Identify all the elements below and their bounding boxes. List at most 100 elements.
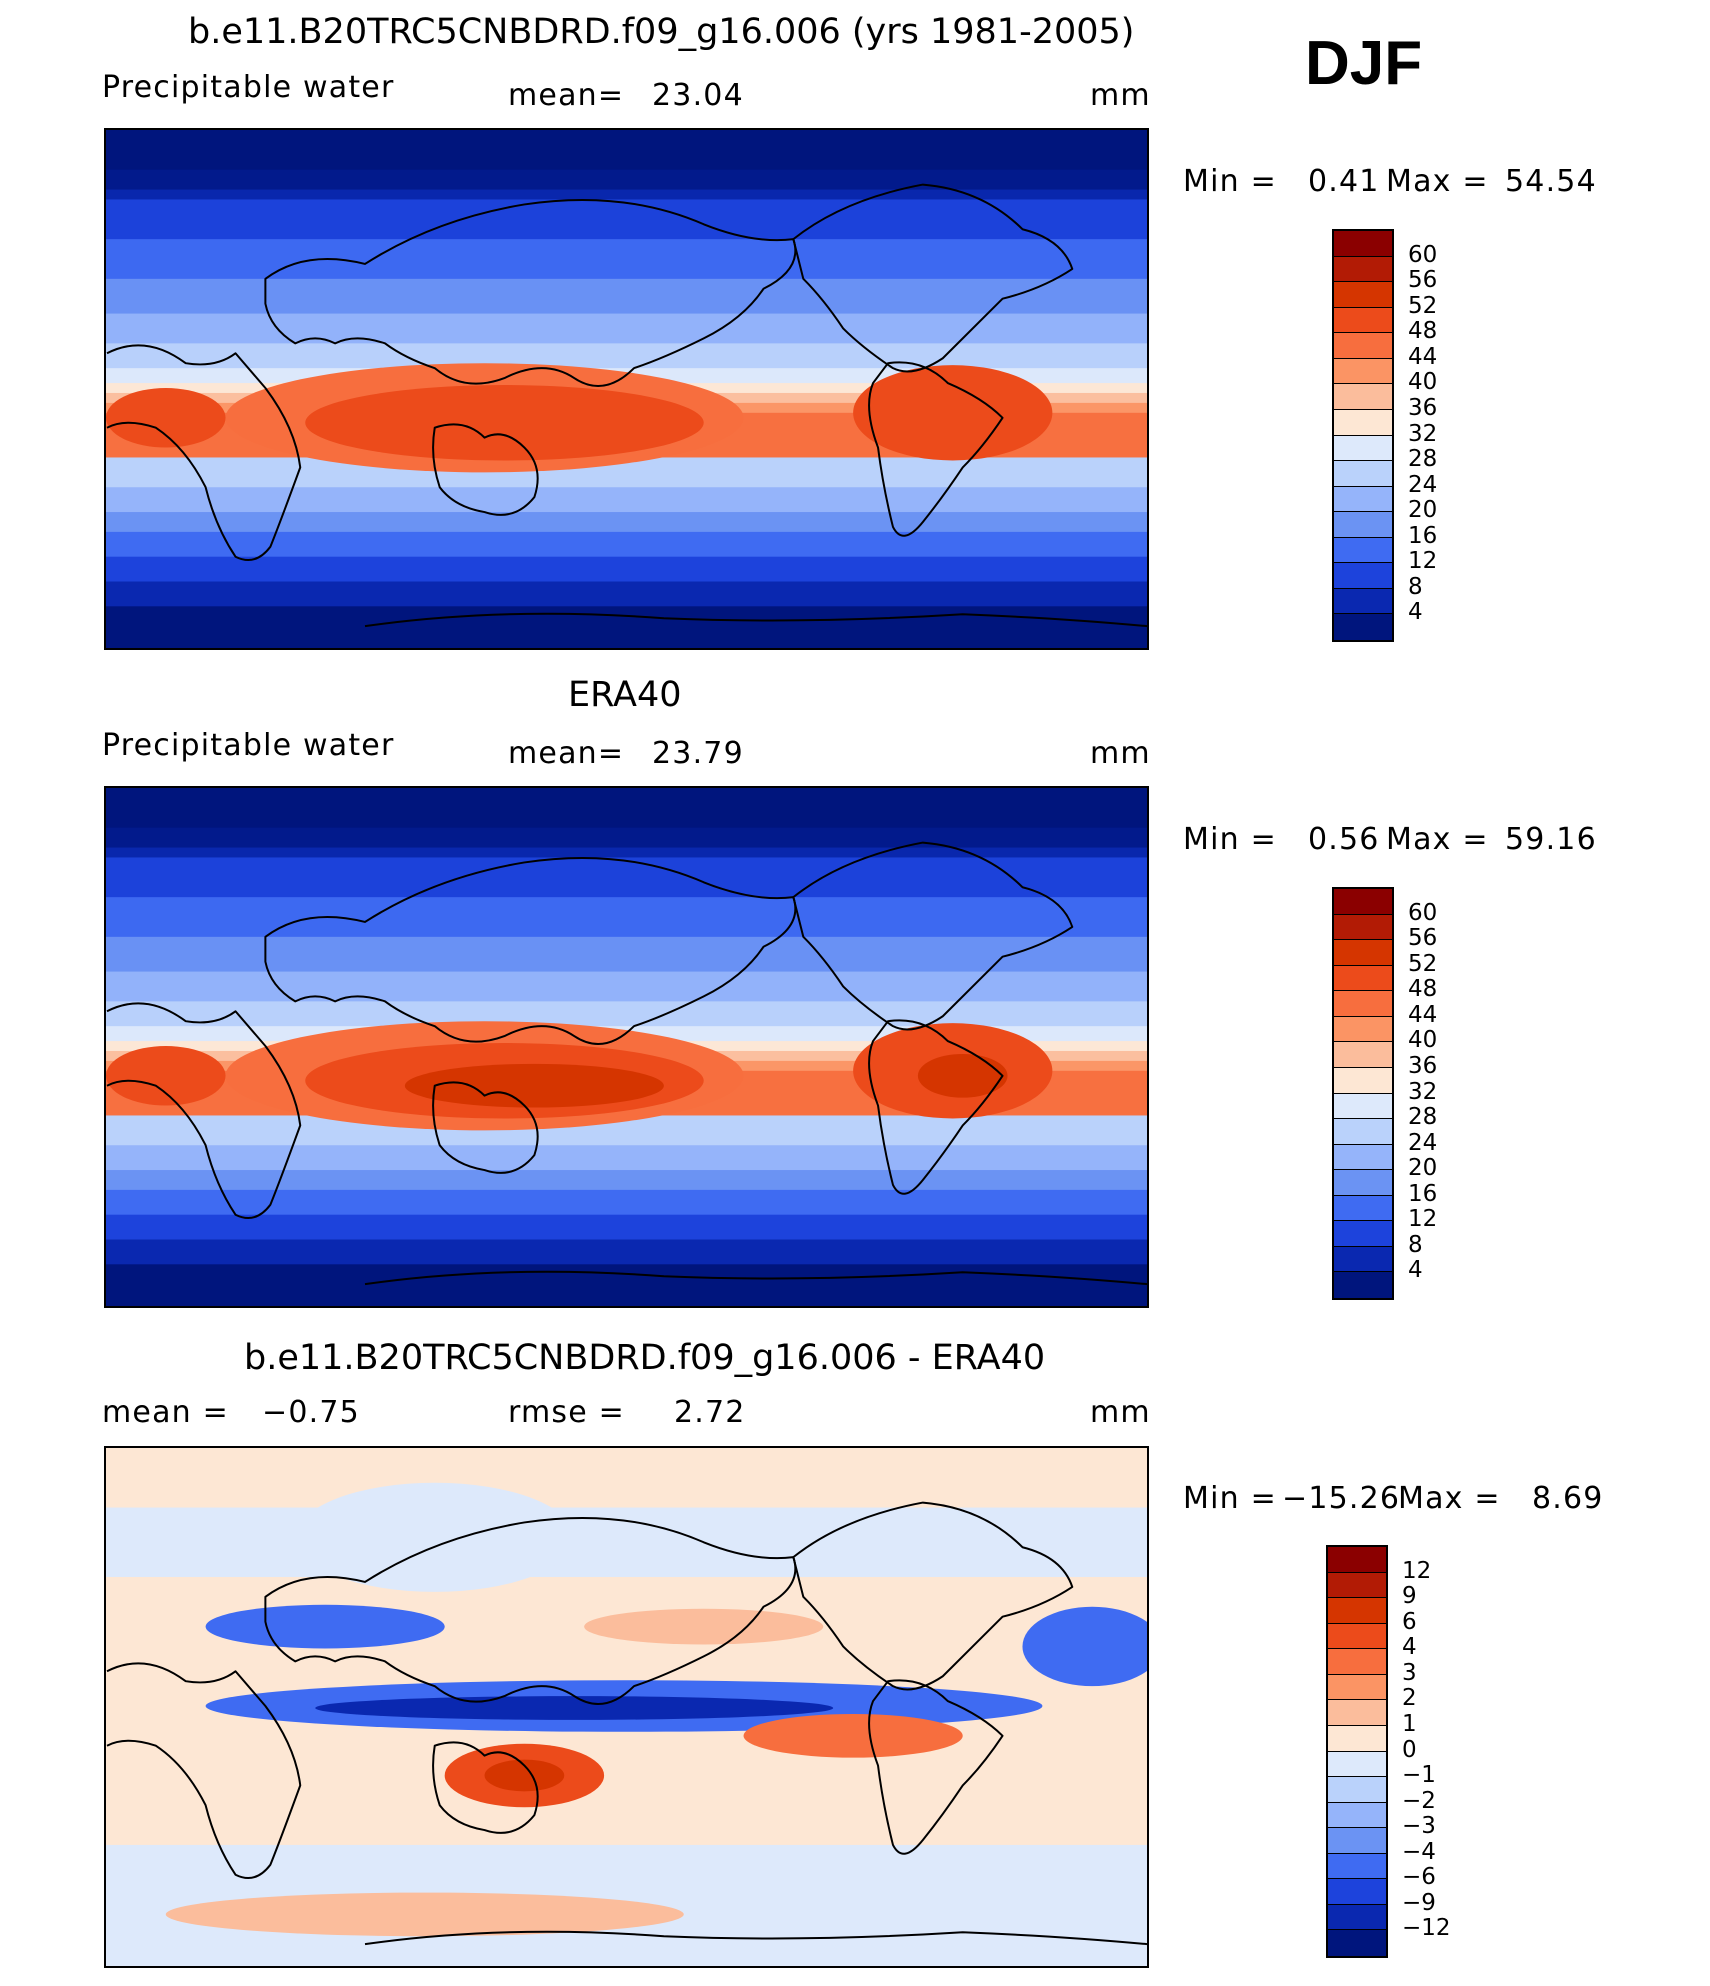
colorbar-tick-label: −2 <box>1402 1787 1436 1814</box>
colorbar-tick-label: 60 <box>1408 241 1438 268</box>
colorbar-swatch <box>1334 1042 1392 1068</box>
colorbar-swatch <box>1334 588 1392 615</box>
colorbar-swatch <box>1334 889 1392 915</box>
colorbar-swatch <box>1334 914 1392 941</box>
colorbar-tick-label: 3 <box>1402 1659 1417 1686</box>
colorbar-swatch <box>1334 965 1392 992</box>
colorbar-swatch <box>1328 1700 1386 1726</box>
panel-1-min-label: Min = <box>1183 164 1277 199</box>
panel-1-variable: Precipitable water <box>102 70 395 105</box>
colorbar-tick-label: 36 <box>1408 394 1438 421</box>
panel-2-mean-value: 23.79 <box>652 736 744 771</box>
colorbar-swatch <box>1334 409 1392 436</box>
panel-2-max-value: 59.16 <box>1505 822 1597 857</box>
colorbar-tick-label: 16 <box>1408 1180 1438 1207</box>
colorbar-swatch <box>1334 307 1392 334</box>
panel-3-map <box>104 1446 1149 1968</box>
colorbar-tick-label: 56 <box>1408 925 1438 952</box>
colorbar-swatch <box>1328 1547 1386 1573</box>
panel-2-variable: Precipitable water <box>102 728 395 763</box>
colorbar-tick-label: 9 <box>1402 1583 1417 1610</box>
colorbar-tick-label: 32 <box>1408 1078 1438 1105</box>
colorbar-tick-label: −3 <box>1402 1813 1436 1840</box>
colorbar-tick-label: 48 <box>1408 318 1438 345</box>
colorbar-tick-label: 6 <box>1402 1608 1417 1635</box>
colorbar-swatch <box>1334 256 1392 283</box>
panel-2-map <box>104 786 1149 1308</box>
colorbar-swatch <box>1328 1598 1386 1624</box>
colorbar-tick-label: 4 <box>1402 1634 1417 1661</box>
colorbar-swatch <box>1334 486 1392 513</box>
colorbar-tick-label: 2 <box>1402 1685 1417 1712</box>
colorbar-swatch <box>1328 1674 1386 1701</box>
colorbar-tick-label: 4 <box>1408 1257 1423 1284</box>
colorbar-tick-label: 40 <box>1408 1027 1438 1054</box>
panel-2-max-label: Max = <box>1386 822 1489 857</box>
colorbar-tick-label: 4 <box>1408 599 1423 626</box>
colorbar-swatch <box>1334 461 1392 487</box>
colorbar-swatch <box>1328 1623 1386 1650</box>
colorbar-tick-label: 52 <box>1408 292 1438 319</box>
colorbar-tick-label: 8 <box>1408 1231 1423 1258</box>
colorbar-tick-label: 16 <box>1408 522 1438 549</box>
season-label: DJF <box>1305 29 1423 98</box>
panel-3-title: b.e11.B20TRC5CNBDRD.f09_g16.006 - ERA40 <box>244 1338 1046 1378</box>
colorbar-swatch <box>1334 435 1392 462</box>
colorbar-swatch <box>1328 1853 1386 1880</box>
colorbar-tick-label: 52 <box>1408 950 1438 977</box>
colorbar-tick-label: −12 <box>1402 1915 1451 1942</box>
colorbar-tick-label: 24 <box>1408 1129 1438 1156</box>
colorbar-tick-label: 12 <box>1408 548 1438 575</box>
colorbar-tick-label: 12 <box>1402 1557 1432 1584</box>
colorbar-tick-label: −6 <box>1402 1864 1436 1891</box>
colorbar-swatch <box>1334 1221 1392 1247</box>
panel-3-max-label: Max = <box>1398 1481 1501 1516</box>
panel-1-map <box>104 128 1149 650</box>
colorbar-swatch <box>1334 1144 1392 1171</box>
colorbar-tick-label: −4 <box>1402 1838 1436 1865</box>
colorbar-tick-label: 44 <box>1408 343 1438 370</box>
colorbar-tick-label: 20 <box>1408 1155 1438 1182</box>
panel-2-min-label: Min = <box>1183 822 1277 857</box>
colorbar-swatch <box>1334 282 1392 308</box>
panel-1-units: mm <box>1090 78 1151 113</box>
colorbar-swatch <box>1334 1195 1392 1222</box>
panel-2-mean-label: mean= <box>508 736 625 771</box>
colorbar-swatch <box>1328 1572 1386 1599</box>
colorbar-tick-label: 40 <box>1408 369 1438 396</box>
colorbar-swatch <box>1328 1777 1386 1803</box>
colorbar-tick-label: 24 <box>1408 471 1438 498</box>
panel-1-min-value: 0.41 <box>1308 164 1380 199</box>
colorbar-swatch <box>1334 563 1392 589</box>
colorbar-tick-label: 36 <box>1408 1052 1438 1079</box>
colorbar-swatch <box>1334 1170 1392 1196</box>
panel-3-mean-label: mean = <box>102 1395 229 1430</box>
colorbar-swatch <box>1334 1093 1392 1120</box>
panel-1-mean-value: 23.04 <box>652 78 744 113</box>
colorbar-tick-label: 20 <box>1408 497 1438 524</box>
colorbar-swatch <box>1334 333 1392 359</box>
colorbar-swatch <box>1328 1802 1386 1829</box>
panel-2-min-value: 0.56 <box>1308 822 1380 857</box>
colorbar-tick-label: 0 <box>1402 1736 1417 1763</box>
colorbar-swatch <box>1328 1904 1386 1931</box>
colorbar-swatch <box>1334 1119 1392 1145</box>
colorbar-swatch <box>1334 614 1392 640</box>
colorbar-tick-label: 8 <box>1408 573 1423 600</box>
panel-1-max-value: 54.54 <box>1505 164 1597 199</box>
panel-1-colorbar <box>1332 229 1394 642</box>
colorbar-tick-label: 60 <box>1408 899 1438 926</box>
panel-3-min-label: Min = <box>1183 1481 1277 1516</box>
panel-1-mean-label: mean= <box>508 78 625 113</box>
colorbar-swatch <box>1334 940 1392 966</box>
colorbar-tick-label: 32 <box>1408 420 1438 447</box>
colorbar-tick-label: 28 <box>1408 446 1438 473</box>
panel-3-mean-value: −0.75 <box>262 1395 360 1430</box>
colorbar-swatch <box>1334 1246 1392 1273</box>
colorbar-swatch <box>1334 991 1392 1017</box>
colorbar-tick-label: 48 <box>1408 976 1438 1003</box>
colorbar-swatch <box>1328 1828 1386 1854</box>
panel-3-rmse-label: rmse = <box>508 1395 625 1430</box>
colorbar-tick-label: 28 <box>1408 1104 1438 1131</box>
colorbar-swatch <box>1328 1725 1386 1752</box>
